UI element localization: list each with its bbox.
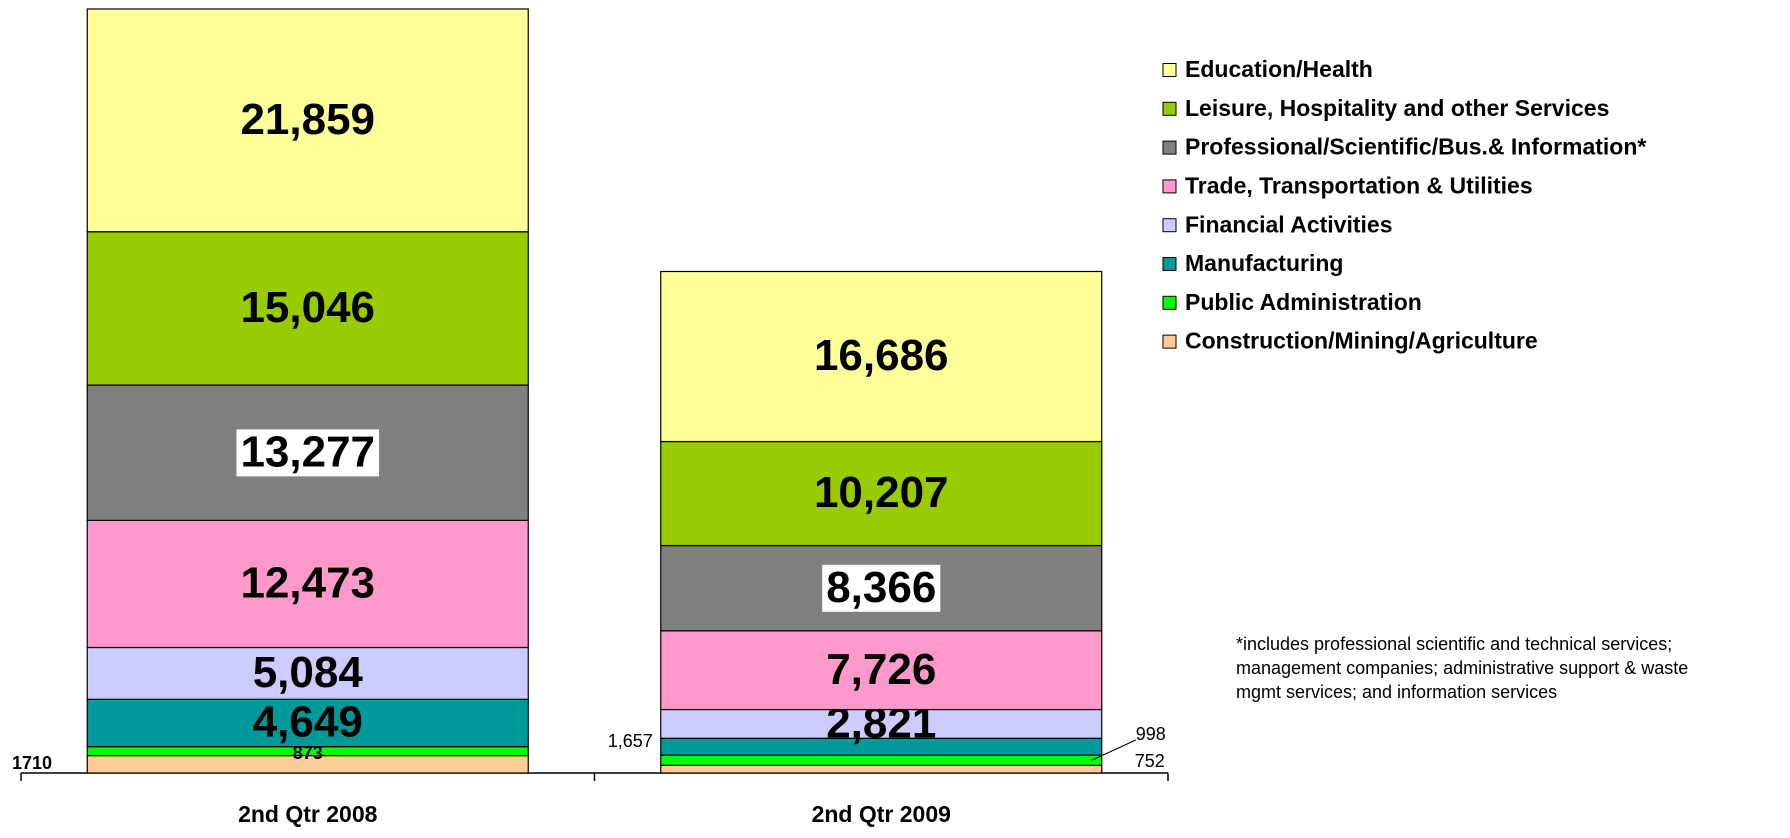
bar-segment bbox=[86, 646, 529, 700]
data-label: 10,207 bbox=[814, 468, 949, 517]
x-tick-label: 2nd Qtr 2008 bbox=[238, 801, 378, 827]
bar-segment bbox=[86, 8, 529, 233]
footnote: mgmt services; and information services bbox=[1236, 682, 1557, 702]
bar-segment bbox=[660, 754, 1103, 766]
bar-segment bbox=[660, 440, 1103, 547]
bar-segment bbox=[86, 698, 529, 748]
label-background bbox=[822, 564, 941, 612]
label-background bbox=[236, 429, 380, 477]
leader-line bbox=[1091, 739, 1136, 761]
bar-segment bbox=[86, 231, 529, 386]
legend-swatch bbox=[1162, 218, 1177, 233]
legend-label: Public Administration bbox=[1185, 289, 1422, 315]
data-label: 12,473 bbox=[240, 559, 375, 608]
legend-label: Education/Health bbox=[1185, 56, 1373, 82]
legend-swatch bbox=[1162, 63, 1177, 77]
legend-label: Financial Activities bbox=[1185, 211, 1393, 237]
legend-label: Construction/Mining/Agriculture bbox=[1185, 328, 1538, 354]
data-label: 7,726 bbox=[826, 645, 936, 694]
footnote: management companies; administrative sup… bbox=[1236, 658, 1688, 678]
data-label: 13,277 bbox=[240, 427, 375, 476]
legend-label: Trade, Transportation & Utilities bbox=[1185, 172, 1533, 198]
footnote: *includes professional scientific and te… bbox=[1236, 634, 1672, 654]
bar-segment bbox=[660, 708, 1103, 739]
legend-swatch bbox=[1162, 334, 1177, 349]
data-label: 16,686 bbox=[814, 331, 949, 380]
data-label: 1710 bbox=[12, 753, 52, 773]
data-label: 1,657 bbox=[608, 731, 653, 751]
legend-label: Professional/Scientific/Bus.& Informatio… bbox=[1185, 134, 1646, 160]
data-label: 752 bbox=[1135, 751, 1165, 771]
bar-segment bbox=[660, 270, 1103, 443]
legend-label: Leisure, Hospitality and other Services bbox=[1185, 95, 1609, 121]
data-label: 873 bbox=[293, 743, 323, 763]
legend-swatch bbox=[1162, 140, 1177, 155]
data-label: 5,084 bbox=[253, 648, 364, 697]
legend-swatch bbox=[1162, 179, 1177, 194]
legend-swatch bbox=[1162, 257, 1177, 271]
data-label: 21,859 bbox=[240, 95, 375, 144]
data-label: 998 bbox=[1136, 724, 1166, 744]
data-label: 4,649 bbox=[253, 698, 363, 747]
legend-swatch bbox=[1162, 295, 1177, 310]
x-tick-label: 2nd Qtr 2009 bbox=[812, 801, 951, 827]
data-label: 8,366 bbox=[826, 563, 936, 612]
data-label: 15,046 bbox=[240, 283, 375, 332]
bar-segment bbox=[660, 764, 1103, 774]
legend-swatch bbox=[1162, 101, 1177, 116]
bar-segment bbox=[660, 630, 1103, 711]
legend-label: Manufacturing bbox=[1185, 250, 1343, 276]
